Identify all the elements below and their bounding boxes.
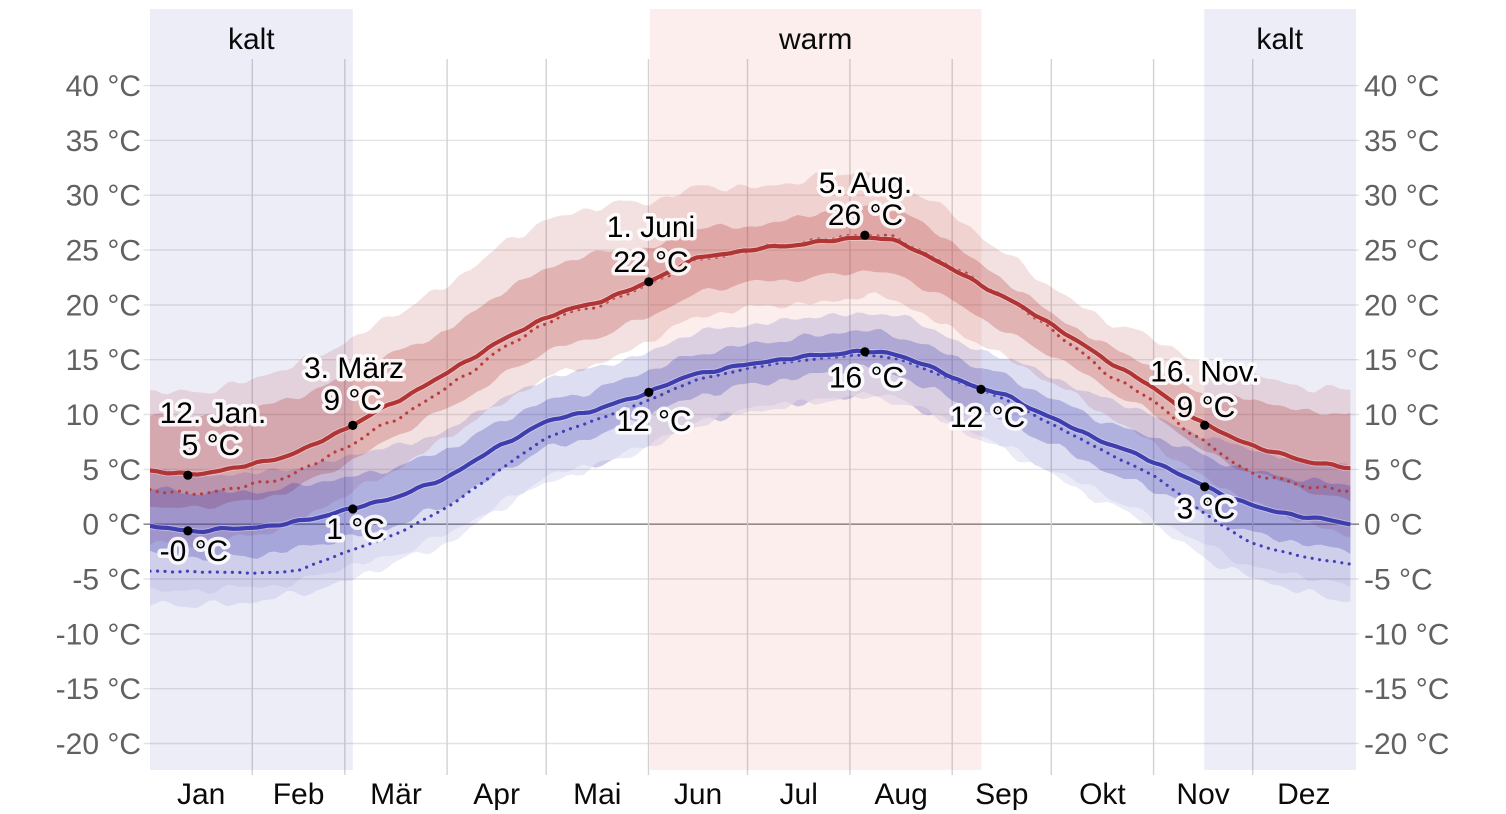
svg-text:12. Jan.: 12. Jan. (160, 397, 267, 430)
svg-text:-10 °C: -10 °C (56, 618, 141, 651)
svg-text:25 °C: 25 °C (66, 235, 141, 268)
svg-text:-10 °C: -10 °C (1364, 618, 1449, 651)
svg-text:Feb: Feb (273, 778, 325, 811)
svg-text:0 °C: 0 °C (1364, 509, 1423, 542)
svg-text:1. Juni: 1. Juni (607, 211, 695, 244)
svg-text:3 °C: 3 °C (1177, 493, 1236, 526)
svg-text:10 °C: 10 °C (66, 399, 141, 432)
svg-text:10 °C: 10 °C (1364, 399, 1439, 432)
svg-text:12 °C: 12 °C (616, 405, 691, 438)
svg-text:26 °C: 26 °C (828, 199, 903, 232)
svg-text:15 °C: 15 °C (66, 344, 141, 377)
svg-text:25 °C: 25 °C (1364, 235, 1439, 268)
svg-text:-15 °C: -15 °C (56, 673, 141, 706)
svg-text:5 °C: 5 °C (182, 429, 241, 462)
svg-text:Aug: Aug (874, 778, 927, 811)
svg-text:20 °C: 20 °C (1364, 289, 1439, 322)
svg-text:0 °C: 0 °C (82, 509, 141, 542)
svg-text:Sep: Sep (975, 778, 1028, 811)
svg-text:35 °C: 35 °C (66, 125, 141, 158)
svg-text:35 °C: 35 °C (1364, 125, 1439, 158)
svg-text:22 °C: 22 °C (613, 246, 688, 279)
svg-text:5 °C: 5 °C (182, 429, 241, 462)
svg-text:-5 °C: -5 °C (1364, 564, 1433, 597)
svg-text:30 °C: 30 °C (1364, 180, 1439, 213)
svg-text:16 °C: 16 °C (829, 362, 904, 395)
svg-text:-15 °C: -15 °C (1364, 673, 1449, 706)
svg-text:-20 °C: -20 °C (56, 728, 141, 761)
svg-text:12 °C: 12 °C (950, 401, 1025, 434)
svg-text:3. März: 3. März (304, 352, 404, 385)
svg-text:40 °C: 40 °C (1364, 70, 1439, 103)
svg-text:-0 °C: -0 °C (160, 535, 229, 568)
svg-text:Nov: Nov (1176, 778, 1229, 811)
svg-text:12 °C: 12 °C (950, 401, 1025, 434)
svg-text:5. Aug.: 5. Aug. (819, 167, 912, 200)
svg-text:9 °C: 9 °C (323, 384, 382, 417)
svg-text:16 °C: 16 °C (829, 362, 904, 395)
svg-text:Apr: Apr (473, 778, 520, 811)
svg-text:Okt: Okt (1079, 778, 1126, 811)
svg-text:26 °C: 26 °C (828, 199, 903, 232)
svg-text:-0 °C: -0 °C (160, 535, 229, 568)
svg-text:3 °C: 3 °C (1177, 493, 1236, 526)
svg-text:1. Juni: 1. Juni (607, 211, 695, 244)
svg-text:12 °C: 12 °C (616, 405, 691, 438)
svg-text:5 °C: 5 °C (82, 454, 141, 487)
svg-text:-5 °C: -5 °C (72, 564, 141, 597)
svg-text:9 °C: 9 °C (323, 384, 382, 417)
svg-text:5 °C: 5 °C (1364, 454, 1423, 487)
svg-text:Jun: Jun (674, 778, 722, 811)
svg-text:16. Nov.: 16. Nov. (1150, 356, 1260, 389)
svg-text:kalt: kalt (228, 23, 275, 56)
svg-text:Dez: Dez (1277, 778, 1330, 811)
svg-text:15 °C: 15 °C (1364, 344, 1439, 377)
svg-text:1 °C: 1 °C (326, 513, 385, 546)
svg-text:30 °C: 30 °C (66, 180, 141, 213)
svg-text:-20 °C: -20 °C (1364, 728, 1449, 761)
svg-text:warm: warm (778, 23, 852, 56)
svg-text:Mär: Mär (370, 778, 422, 811)
svg-text:9 °C: 9 °C (1177, 391, 1236, 424)
svg-text:1 °C: 1 °C (326, 513, 385, 546)
svg-text:kalt: kalt (1256, 23, 1303, 56)
svg-text:22 °C: 22 °C (613, 246, 688, 279)
svg-text:16. Nov.: 16. Nov. (1150, 356, 1260, 389)
svg-text:3. März: 3. März (304, 352, 404, 385)
svg-text:40 °C: 40 °C (66, 70, 141, 103)
svg-text:20 °C: 20 °C (66, 289, 141, 322)
svg-text:Mai: Mai (573, 778, 621, 811)
svg-text:Jan: Jan (177, 778, 225, 811)
svg-text:Jul: Jul (780, 778, 818, 811)
svg-text:5. Aug.: 5. Aug. (819, 167, 912, 200)
svg-text:12. Jan.: 12. Jan. (160, 397, 267, 430)
